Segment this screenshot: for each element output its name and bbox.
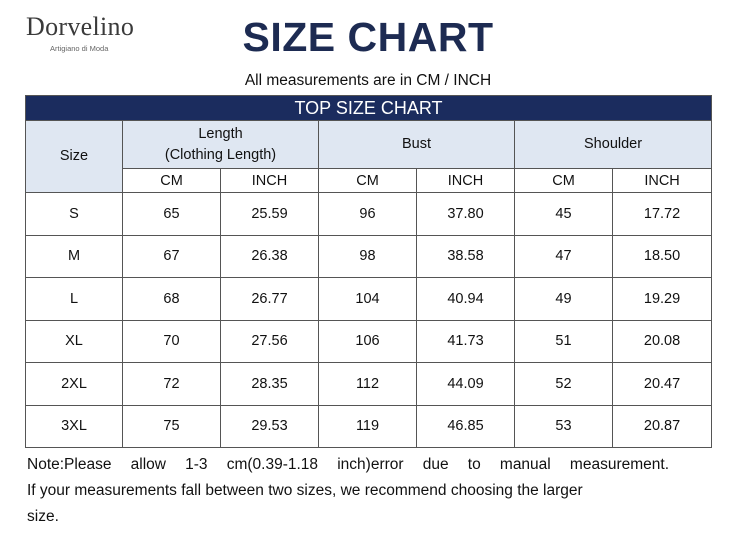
- table-cell: 68: [122, 277, 221, 321]
- table-row: M 67 26.38 98 38.58 47 18.50: [25, 234, 713, 278]
- table-cell: 67: [122, 234, 221, 278]
- length-header-line1: Length: [198, 125, 243, 142]
- measurement-error-note: Note:Please allow 1-3 cm(0.39-1.18 inch)…: [27, 456, 669, 473]
- table-cell: 106: [318, 319, 417, 363]
- table-banner: TOP SIZE CHART: [24, 95, 713, 121]
- size-cell: 3XL: [25, 404, 123, 448]
- table-cell: 37.80: [416, 192, 515, 236]
- table-cell: 47: [514, 234, 613, 278]
- length-header-line2: (Clothing Length): [164, 146, 277, 163]
- table-cell: 53: [514, 404, 613, 448]
- table-cell: 25.59: [220, 192, 319, 236]
- table-cell: 96: [318, 192, 417, 236]
- length-column-header: Length (Clothing Length): [122, 120, 319, 169]
- table-cell: 18.50: [611, 234, 713, 278]
- size-cell: M: [25, 234, 123, 278]
- table-cell: 20.87: [611, 404, 713, 448]
- table-cell: 119: [318, 404, 417, 448]
- table-cell: 98: [318, 234, 417, 278]
- brand-name: Dorvelino: [26, 12, 135, 41]
- table-cell: 27.56: [220, 319, 319, 363]
- table-cell: 38.58: [416, 234, 515, 278]
- table-cell: 26.77: [220, 277, 319, 321]
- size-chart-table: TOP SIZE CHART Size Length (Clothing Len…: [24, 95, 713, 448]
- table-cell: 29.53: [220, 404, 319, 448]
- table-cell: 49: [514, 277, 613, 321]
- table-cell: 17.72: [611, 192, 713, 236]
- table-row: S 65 25.59 96 37.80 45 17.72: [25, 192, 713, 236]
- size-advice-line1: If your measurements fall between two si…: [27, 482, 583, 499]
- unit-header: INCH: [416, 168, 515, 193]
- unit-header: CM: [514, 168, 613, 193]
- footer-notes: Note:Please allow 1-3 cm(0.39-1.18 inch)…: [27, 452, 717, 530]
- bust-column-header: Bust: [318, 120, 515, 169]
- table-row: 3XL 75 29.53 119 46.85 53 20.87: [25, 404, 713, 448]
- table-cell: 28.35: [220, 362, 319, 406]
- table-cell: 40.94: [416, 277, 515, 321]
- size-cell: 2XL: [25, 362, 123, 406]
- table-cell: 20.08: [611, 319, 713, 363]
- table-cell: 46.85: [416, 404, 515, 448]
- table-cell: 70: [122, 319, 221, 363]
- size-cell: L: [25, 277, 123, 321]
- table-cell: 104: [318, 277, 417, 321]
- unit-header: CM: [318, 168, 417, 193]
- table-row: 2XL 72 28.35 112 44.09 52 20.47: [25, 362, 713, 406]
- size-column-header: Size: [25, 120, 123, 193]
- table-cell: 72: [122, 362, 221, 406]
- brand-tagline: Artigiano di Moda: [50, 44, 109, 53]
- page-title: SIZE CHART: [242, 14, 494, 60]
- unit-header: INCH: [220, 168, 319, 193]
- unit-header: INCH: [611, 168, 713, 193]
- table-cell: 44.09: [416, 362, 515, 406]
- table-cell: 75: [122, 404, 221, 448]
- unit-header: CM: [122, 168, 221, 193]
- brand-logo: Dorvelino Artigiano di Moda: [26, 10, 166, 58]
- size-cell: XL: [25, 319, 123, 363]
- table-cell: 26.38: [220, 234, 319, 278]
- table-cell: 41.73: [416, 319, 515, 363]
- table-row: XL 70 27.56 106 41.73 51 20.08: [25, 319, 713, 363]
- units-note: All measurements are in CM / INCH: [244, 72, 492, 89]
- size-cell: S: [25, 192, 123, 236]
- table-cell: 112: [318, 362, 417, 406]
- table-cell: 20.47: [611, 362, 713, 406]
- table-cell: 65: [122, 192, 221, 236]
- table-cell: 19.29: [611, 277, 713, 321]
- table-cell: 52: [514, 362, 613, 406]
- shoulder-column-header: Shoulder: [513, 120, 713, 169]
- size-advice-line2: size.: [27, 508, 59, 525]
- table-cell: 51: [514, 319, 613, 363]
- table-cell: 45: [514, 192, 613, 236]
- table-row: L 68 26.77 104 40.94 49 19.29: [25, 277, 713, 321]
